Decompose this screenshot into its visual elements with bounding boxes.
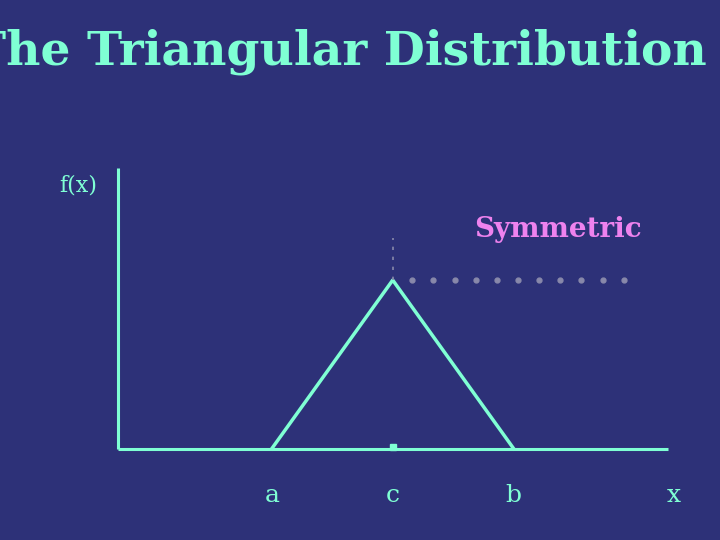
Text: f(x): f(x) bbox=[59, 175, 97, 197]
Text: c: c bbox=[386, 484, 400, 507]
Text: Symmetric: Symmetric bbox=[474, 216, 642, 243]
Text: a: a bbox=[264, 484, 279, 507]
Text: b: b bbox=[505, 484, 522, 507]
Text: The Triangular Distribution: The Triangular Distribution bbox=[0, 29, 706, 75]
Text: x: x bbox=[667, 484, 681, 507]
